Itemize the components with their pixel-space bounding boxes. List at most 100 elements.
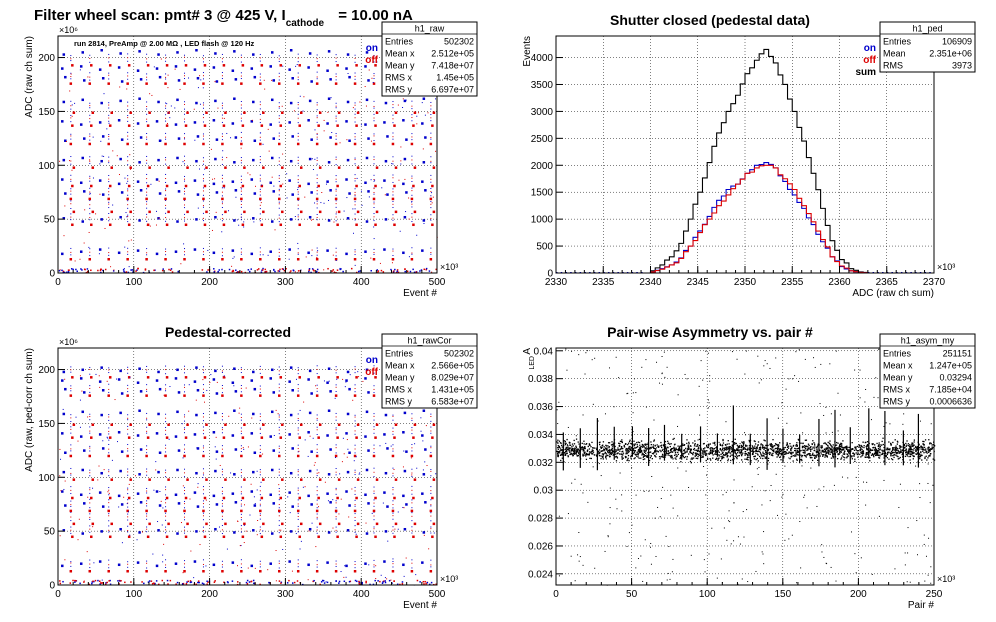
point-sparse (163, 543, 165, 545)
band-point (652, 446, 655, 448)
point-trail (354, 138, 356, 140)
point-trail (297, 373, 299, 375)
band-point (933, 459, 936, 461)
point-floor (279, 268, 281, 271)
band-point (789, 452, 792, 454)
point-off (355, 124, 358, 127)
point-on (310, 138, 313, 141)
band-point (697, 445, 699, 447)
point-trail (240, 391, 242, 393)
point-on (155, 490, 159, 493)
band-point (859, 453, 861, 456)
point-off (298, 64, 301, 67)
point-on (384, 471, 388, 475)
point-on (61, 120, 64, 123)
point-floor (286, 582, 289, 584)
point-off (334, 454, 338, 458)
point-off (431, 535, 434, 539)
band-point (674, 448, 676, 450)
band-point (730, 451, 733, 453)
point-trail (259, 372, 261, 374)
point-trail (184, 493, 186, 495)
point-off (410, 142, 414, 146)
point-on (119, 369, 122, 373)
point-trail (392, 529, 394, 531)
point-on (117, 119, 121, 122)
point-trail (165, 105, 167, 107)
point-sparse (153, 66, 155, 68)
point-trail (278, 190, 280, 192)
band-point (848, 446, 850, 449)
point-trail (165, 54, 167, 56)
point-trail (240, 193, 242, 195)
point-sparse (343, 576, 345, 578)
band-point (717, 450, 719, 452)
point-sparse (130, 168, 132, 170)
band-point (708, 452, 710, 455)
point-trail (165, 515, 167, 517)
point-off (184, 376, 188, 379)
band-point (739, 446, 741, 448)
point-off (355, 376, 358, 379)
band-point (661, 444, 663, 446)
point-on (136, 69, 140, 72)
point-sparse (157, 521, 159, 523)
point-sparse (287, 496, 289, 498)
point-sparse (375, 565, 377, 567)
point-trail (259, 499, 261, 501)
band-point (595, 448, 598, 451)
point-floor (425, 582, 427, 585)
band-point (888, 458, 890, 460)
point-off (317, 124, 320, 127)
point-trail (70, 251, 72, 253)
point-floor (169, 269, 172, 271)
band-point (561, 457, 564, 459)
band-point (704, 451, 706, 453)
point-floor (161, 579, 164, 582)
band-point (892, 448, 894, 450)
band-point (674, 452, 677, 454)
point-sparse (260, 481, 262, 483)
band-point (640, 457, 642, 459)
point-trail (297, 384, 299, 386)
point-trail (411, 187, 413, 189)
point-sparse (333, 221, 335, 223)
point-trail (89, 516, 91, 518)
point-sparse (318, 506, 320, 508)
point-trail (165, 76, 167, 78)
band-point (866, 451, 868, 454)
point-on (158, 387, 162, 391)
point-trail (297, 72, 299, 74)
point-sparse (335, 211, 337, 213)
band-point (788, 451, 790, 453)
point-trail (127, 506, 129, 508)
point-trail (202, 526, 204, 528)
point-trail (316, 564, 318, 566)
point-sparse (79, 69, 81, 71)
point-floor (182, 582, 185, 585)
point-floor (285, 267, 287, 270)
point-on (405, 191, 408, 194)
point-sparse (236, 219, 238, 221)
band-point (874, 447, 877, 450)
point-trail (392, 201, 394, 203)
point-on (62, 529, 66, 532)
point-trail (221, 78, 223, 80)
point-on (234, 448, 238, 451)
point-sparse (282, 65, 284, 67)
point-on (233, 161, 236, 164)
point-off (90, 535, 93, 539)
band-point (713, 450, 715, 452)
point-off (241, 223, 245, 227)
band-point (845, 445, 847, 448)
point-trail (392, 512, 394, 514)
band-point (588, 453, 590, 455)
band-point (581, 448, 583, 450)
band-point (611, 445, 614, 447)
point-on (402, 431, 405, 434)
point-trail (316, 388, 318, 390)
band-point (791, 446, 793, 448)
point-trail (373, 253, 375, 255)
band-point (768, 452, 770, 454)
point-trail (373, 159, 375, 161)
